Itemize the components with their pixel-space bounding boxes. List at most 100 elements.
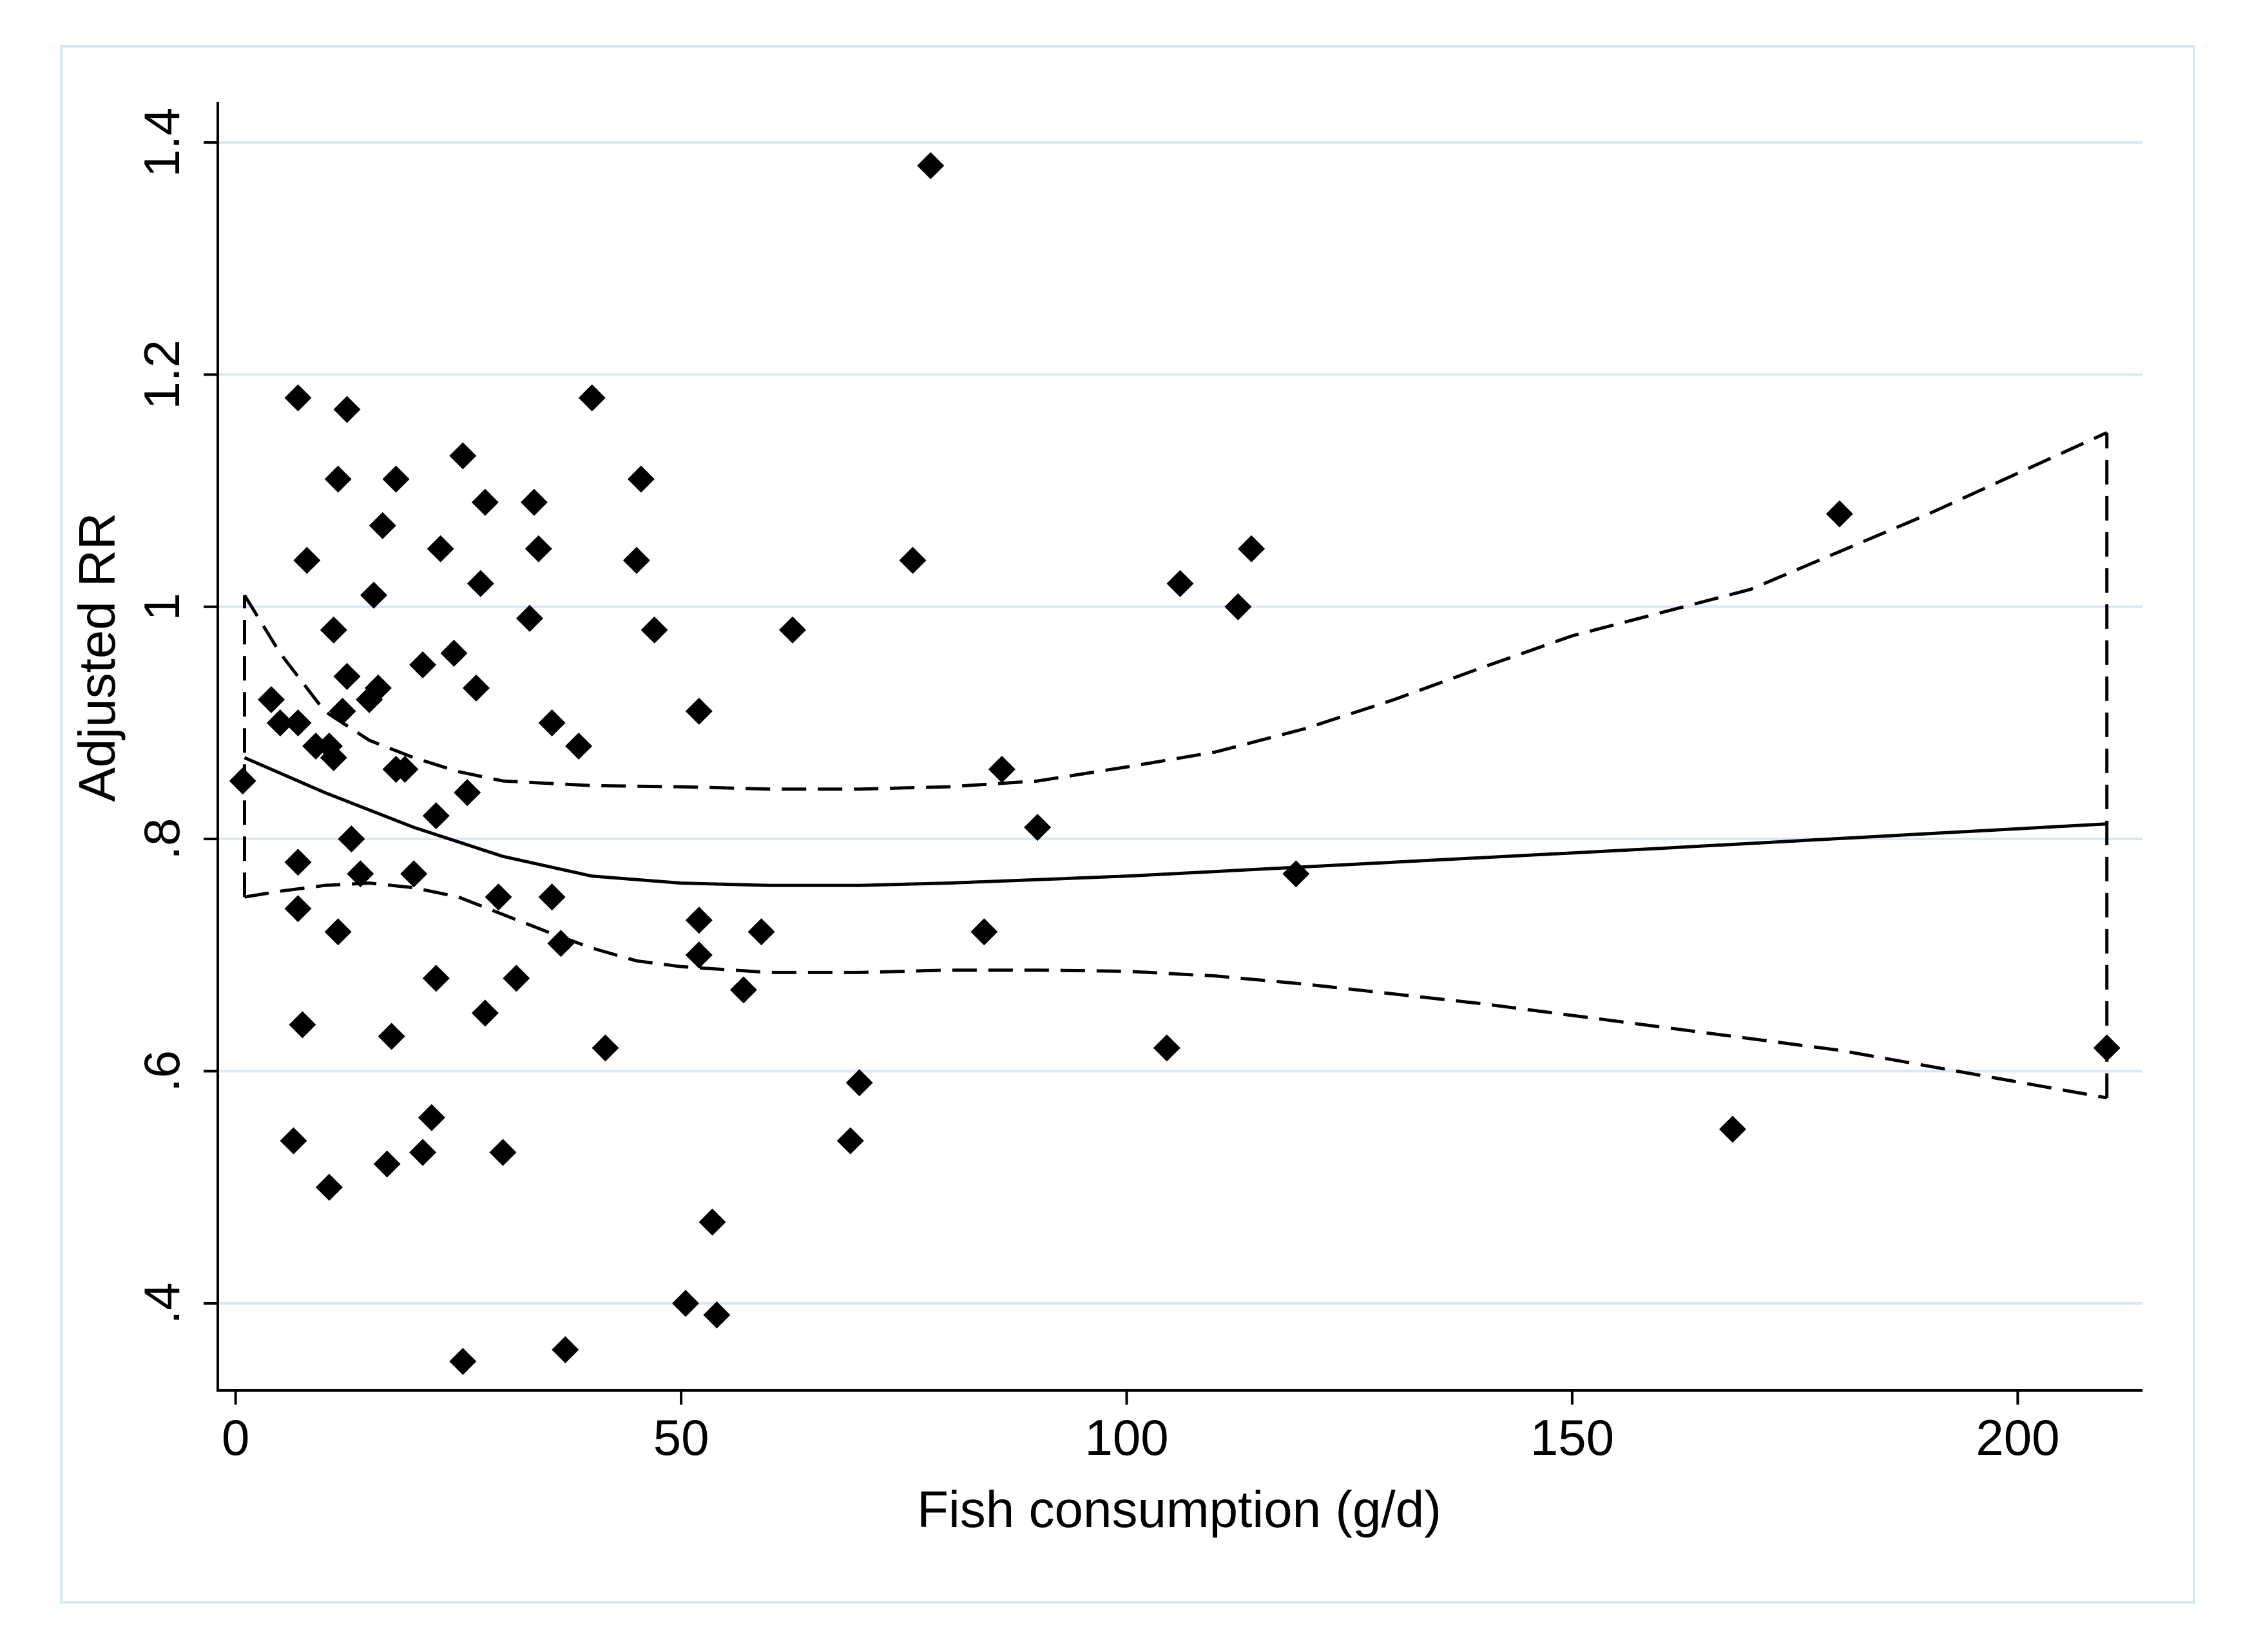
scatter-point-55 bbox=[552, 1336, 579, 1363]
scatter-point-0 bbox=[229, 767, 256, 795]
scatter-point-13 bbox=[320, 616, 347, 644]
scatter-point-2 bbox=[266, 709, 294, 736]
scatter-point-74 bbox=[917, 152, 945, 180]
scatter-point-76 bbox=[988, 756, 1016, 783]
scatter-point-50 bbox=[520, 488, 548, 516]
scatter-point-85 bbox=[2093, 1034, 2121, 1062]
scatter-point-66 bbox=[698, 1208, 726, 1236]
scatter-point-23 bbox=[360, 581, 387, 609]
gridlines bbox=[218, 141, 2142, 1305]
scatter-point-72 bbox=[845, 1069, 873, 1097]
y-axis-title: Adjusted RR bbox=[68, 512, 126, 802]
scatter-point-15 bbox=[324, 465, 352, 493]
scatter-point-70 bbox=[779, 616, 806, 644]
scatter-point-57 bbox=[578, 384, 606, 412]
scatter-point-34 bbox=[418, 1104, 445, 1131]
scatter-point-73 bbox=[899, 546, 927, 574]
scatter-point-58 bbox=[592, 1034, 619, 1062]
scatter-point-59 bbox=[622, 546, 650, 574]
scatter-point-3 bbox=[280, 1127, 307, 1155]
scatter-point-5 bbox=[284, 849, 312, 876]
scatter-point-45 bbox=[471, 999, 499, 1027]
y-tick-label-1: .6 bbox=[133, 1050, 190, 1092]
scatter-point-62 bbox=[672, 1289, 699, 1317]
scatter-point-25 bbox=[369, 512, 396, 539]
scatter-point-30 bbox=[391, 756, 419, 783]
scatter-point-32 bbox=[409, 651, 437, 678]
scatter-point-41 bbox=[454, 779, 481, 807]
scatter-points bbox=[229, 152, 2121, 1375]
line-upper-95-ci bbox=[243, 431, 2108, 791]
y-tick-label-5: 1.4 bbox=[133, 108, 190, 177]
scatter-point-44 bbox=[471, 488, 499, 516]
scatter-point-71 bbox=[836, 1127, 864, 1155]
x-tick-label-1: 50 bbox=[653, 1409, 709, 1466]
scatter-point-54 bbox=[547, 930, 575, 957]
scatter-point-67 bbox=[703, 1301, 731, 1329]
scatter-point-14 bbox=[320, 744, 347, 771]
scatter-point-68 bbox=[729, 976, 757, 1004]
scatter-point-46 bbox=[485, 883, 512, 911]
scatter-point-64 bbox=[685, 907, 713, 934]
scatter-point-20 bbox=[338, 825, 365, 853]
scatter-point-27 bbox=[378, 1023, 405, 1050]
y-tick-label-0: .4 bbox=[133, 1282, 190, 1324]
fit-lines bbox=[243, 431, 2109, 1100]
scatter-point-51 bbox=[525, 535, 552, 562]
scatter-point-65 bbox=[685, 941, 713, 969]
scatter-point-36 bbox=[422, 965, 450, 992]
scatter-point-52 bbox=[538, 709, 566, 736]
x-ticks: 0 50 100 150 200 bbox=[222, 1390, 2059, 1466]
line-lower-95-ci bbox=[244, 881, 2108, 1100]
scatter-point-9 bbox=[293, 546, 321, 574]
scatter-point-39 bbox=[449, 1348, 477, 1375]
scatter-point-24 bbox=[364, 674, 392, 702]
scatter-point-60 bbox=[627, 465, 655, 493]
scatter-point-56 bbox=[565, 733, 593, 760]
scatter-point-17 bbox=[329, 697, 356, 725]
scatter-point-84 bbox=[1825, 500, 1853, 528]
scatter-point-7 bbox=[284, 384, 312, 412]
x-tick-label-0: 0 bbox=[222, 1409, 249, 1466]
x-tick-label-3: 150 bbox=[1530, 1409, 1614, 1466]
scatter-point-37 bbox=[427, 535, 454, 562]
scatter-point-43 bbox=[467, 570, 494, 597]
line-fitted-rr bbox=[244, 756, 2107, 887]
scatter-point-79 bbox=[1166, 570, 1194, 597]
scatter-point-69 bbox=[747, 918, 775, 946]
x-axis-title: Fish consumption (g/d) bbox=[917, 1481, 1441, 1538]
scatter-point-38 bbox=[440, 639, 468, 667]
scatter-point-18 bbox=[333, 662, 361, 690]
scatter-point-33 bbox=[409, 1138, 437, 1166]
y-tick-label-3: 1 bbox=[133, 593, 190, 620]
scatter-point-61 bbox=[640, 616, 668, 644]
scatter-point-6 bbox=[284, 895, 312, 923]
scatter-point-12 bbox=[315, 1173, 343, 1201]
scatter-point-4 bbox=[284, 709, 312, 736]
scatter-point-21 bbox=[347, 860, 374, 888]
y-tick-label-2: .8 bbox=[133, 818, 190, 860]
scatter-point-48 bbox=[503, 965, 530, 992]
y-ticks: .4 .6 .8 1 1.2 1.4 bbox=[133, 108, 218, 1324]
outer-frame bbox=[60, 45, 2195, 1604]
scatter-point-35 bbox=[422, 802, 450, 830]
scatter-point-29 bbox=[382, 465, 410, 493]
scatter-point-53 bbox=[538, 883, 566, 911]
scatter-point-42 bbox=[463, 674, 490, 702]
scatter-point-47 bbox=[489, 1138, 517, 1166]
scatter-point-8 bbox=[289, 1011, 316, 1039]
x-tick-label-2: 100 bbox=[1084, 1409, 1168, 1466]
axes bbox=[217, 102, 2142, 1392]
scatter-point-75 bbox=[970, 918, 998, 946]
scatter-point-63 bbox=[685, 697, 713, 725]
scatter-point-19 bbox=[333, 396, 361, 423]
x-tick-label-4: 200 bbox=[1976, 1409, 2059, 1466]
scatter-point-77 bbox=[1024, 814, 1052, 841]
scatter-point-78 bbox=[1153, 1034, 1180, 1062]
scatter-point-80 bbox=[1224, 593, 1252, 620]
y-tick-label-4: 1.2 bbox=[133, 340, 190, 409]
scatter-point-82 bbox=[1282, 860, 1310, 888]
scatter-point-49 bbox=[516, 604, 543, 632]
scatter-point-40 bbox=[449, 442, 477, 470]
